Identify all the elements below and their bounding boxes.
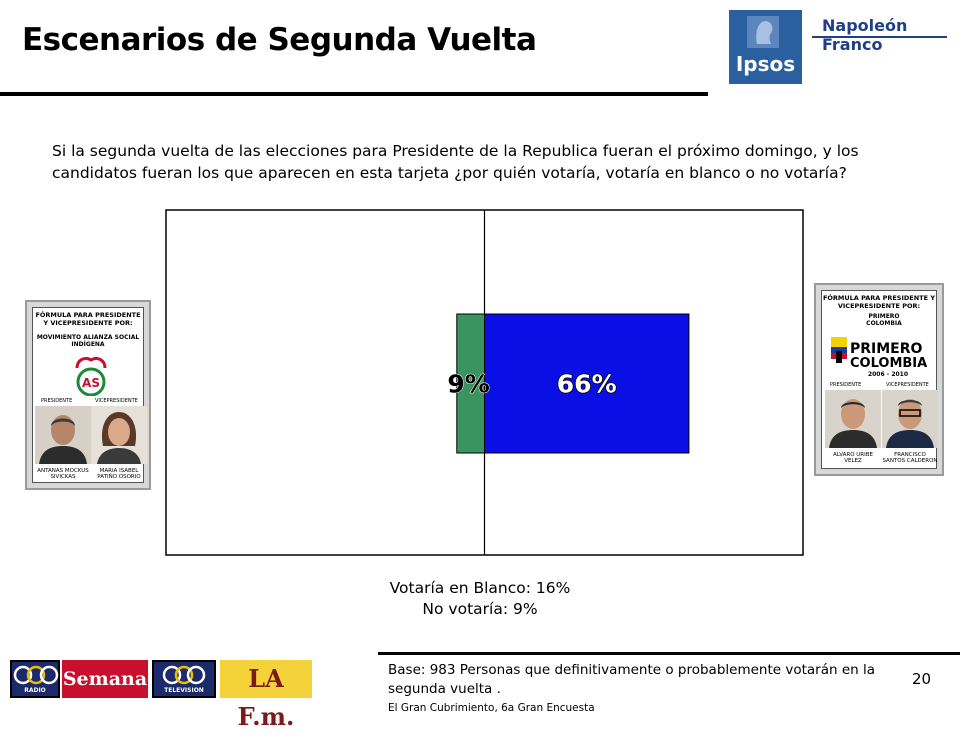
person-icon bbox=[882, 390, 938, 448]
semana-logo: Semana bbox=[62, 660, 148, 698]
photo-vice bbox=[882, 390, 938, 448]
person-icon bbox=[91, 406, 147, 464]
title-divider bbox=[0, 92, 708, 96]
ballot-header: FÓRMULA PARA PRESIDENTE Y VICEPRESIDENTE… bbox=[822, 294, 936, 310]
sponsor-caption: TELEVISION bbox=[164, 687, 204, 694]
rcn-tv-logo: TELEVISION bbox=[152, 660, 216, 698]
napoleon-franco-logo: Napoleón Franco bbox=[822, 16, 908, 54]
rcn-logo-icon bbox=[162, 665, 206, 685]
name-vice: FRANCISCO SANTOS CALDERON bbox=[882, 452, 938, 464]
bar-uribe bbox=[484, 313, 690, 454]
asi-party-logo-icon: AS bbox=[75, 356, 107, 396]
ballot-party: PRIMERO COLOMBIA bbox=[866, 313, 902, 327]
la-fm-logo: LA F.m. bbox=[220, 660, 312, 731]
survey-source: El Gran Cubrimiento, 6a Gran Encuesta bbox=[388, 702, 595, 714]
name-president: ALVARO URIBE VELEZ bbox=[832, 452, 873, 464]
svg-text:COLOMBIA: COLOMBIA bbox=[850, 356, 927, 371]
name-president: ANTANAS MOCKUS SIVICKAS bbox=[37, 468, 89, 480]
person-icon bbox=[825, 390, 881, 448]
ipsos-logo-text: Ipsos bbox=[735, 52, 796, 76]
footer-divider bbox=[378, 652, 960, 655]
sample-base-note: Base: 983 Personas que definitivamente o… bbox=[388, 662, 876, 697]
ballot-party: MOVIMIENTO ALIANZA SOCIAL INDÍGENA bbox=[36, 334, 140, 348]
role-vice: VICEPRESIDENTE bbox=[95, 398, 138, 404]
photo-president bbox=[35, 406, 91, 464]
note-no-vote: No votaría: 9% bbox=[422, 600, 538, 618]
ipsos-logo: Ipsos bbox=[729, 10, 802, 84]
svg-text:PRIMERO: PRIMERO bbox=[850, 341, 923, 357]
primero-colombia-logo-icon: PRIMERO COLOMBIA 2006 - 2010 bbox=[831, 337, 927, 378]
notes: Votaría en Blanco: 16% No votaría: 9% bbox=[320, 578, 640, 620]
person-icon bbox=[35, 406, 91, 464]
svg-text:AS: AS bbox=[82, 376, 100, 390]
ballot-header: FÓRMULA PARA PRESIDENTE Y VICEPRESIDENTE… bbox=[35, 311, 141, 327]
role-president: PRESIDENTE bbox=[41, 398, 73, 404]
photo-president bbox=[825, 390, 881, 448]
page-number: 20 bbox=[912, 670, 932, 688]
rcn-logo-icon bbox=[13, 665, 59, 685]
bar-mockus bbox=[456, 313, 485, 454]
ballot-mockus: FÓRMULA PARA PRESIDENTE Y VICEPRESIDENTE… bbox=[25, 300, 151, 490]
bar-mockus-label: 9% bbox=[447, 370, 489, 399]
role-president: PRESIDENTE bbox=[830, 382, 862, 388]
rcn-radio-logo: RADIO bbox=[10, 660, 60, 698]
runoff-chart: 9% 66% bbox=[165, 209, 804, 556]
page-title: Escenarios de Segunda Vuelta bbox=[22, 22, 537, 58]
note-blank-vote: Votaría en Blanco: 16% bbox=[389, 579, 571, 597]
photo-vice bbox=[91, 406, 147, 464]
sponsor-caption: RADIO bbox=[24, 687, 46, 694]
bar-uribe-label: 66% bbox=[557, 370, 617, 399]
name-vice: MARIA ISABEL PATIÑO OSORIO bbox=[97, 468, 141, 480]
ipsos-head-icon bbox=[747, 16, 779, 48]
survey-question: Si la segunda vuelta de las elecciones p… bbox=[52, 142, 859, 182]
logo-years: 2006 - 2010 bbox=[868, 371, 908, 378]
role-vice: VICEPRESIDENTE bbox=[886, 382, 929, 388]
ballot-uribe: FÓRMULA PARA PRESIDENTE Y VICEPRESIDENTE… bbox=[814, 283, 944, 476]
napoleon-franco-underline bbox=[812, 36, 947, 38]
